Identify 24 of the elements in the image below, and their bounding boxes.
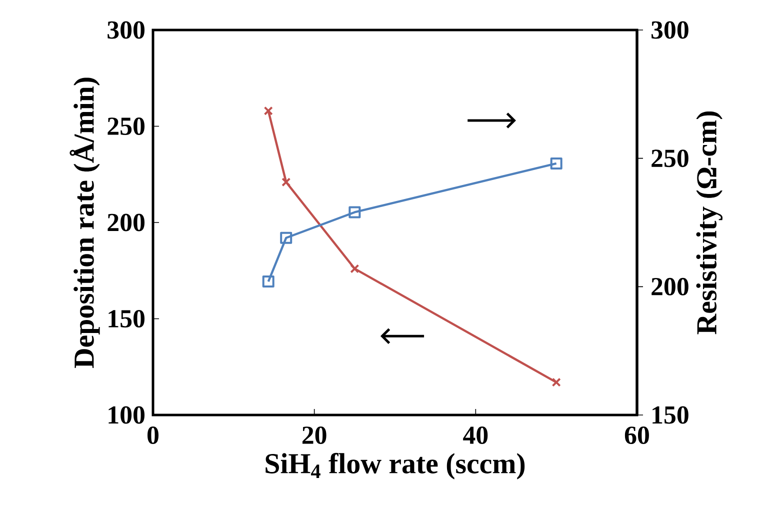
y2-tick-label: 200 bbox=[652, 278, 688, 296]
x-tick-label: 20 bbox=[302, 426, 326, 444]
y2-tick-label: 150 bbox=[652, 406, 688, 424]
x-tick-label: 40 bbox=[463, 426, 488, 444]
y-tick-label: 300 bbox=[108, 21, 144, 39]
point bbox=[552, 378, 561, 387]
y-axis-title: Deposition rate (Å/min) bbox=[70, 78, 100, 368]
y2-tick-label: 250 bbox=[652, 150, 688, 168]
point bbox=[350, 264, 360, 274]
y-tick-label: 250 bbox=[108, 118, 144, 135]
x-axis-title: SiH$_{4}$ flow rate (sccm) bbox=[266, 452, 525, 480]
y2-axis-title: Resistivity (Ω-cm) bbox=[696, 112, 722, 334]
x-tick-label: 0 bbox=[148, 426, 158, 444]
point bbox=[550, 157, 562, 170]
y-tick-label: 100 bbox=[108, 406, 144, 424]
y-tick-label: 150 bbox=[108, 310, 144, 328]
point bbox=[280, 232, 292, 244]
y-tick-label: 200 bbox=[108, 214, 144, 232]
x-tick-label: 60 bbox=[624, 426, 649, 444]
point bbox=[348, 206, 361, 218]
y2-tick-label: 300 bbox=[651, 21, 688, 39]
point bbox=[262, 276, 274, 288]
point bbox=[282, 178, 291, 187]
point bbox=[264, 106, 273, 116]
